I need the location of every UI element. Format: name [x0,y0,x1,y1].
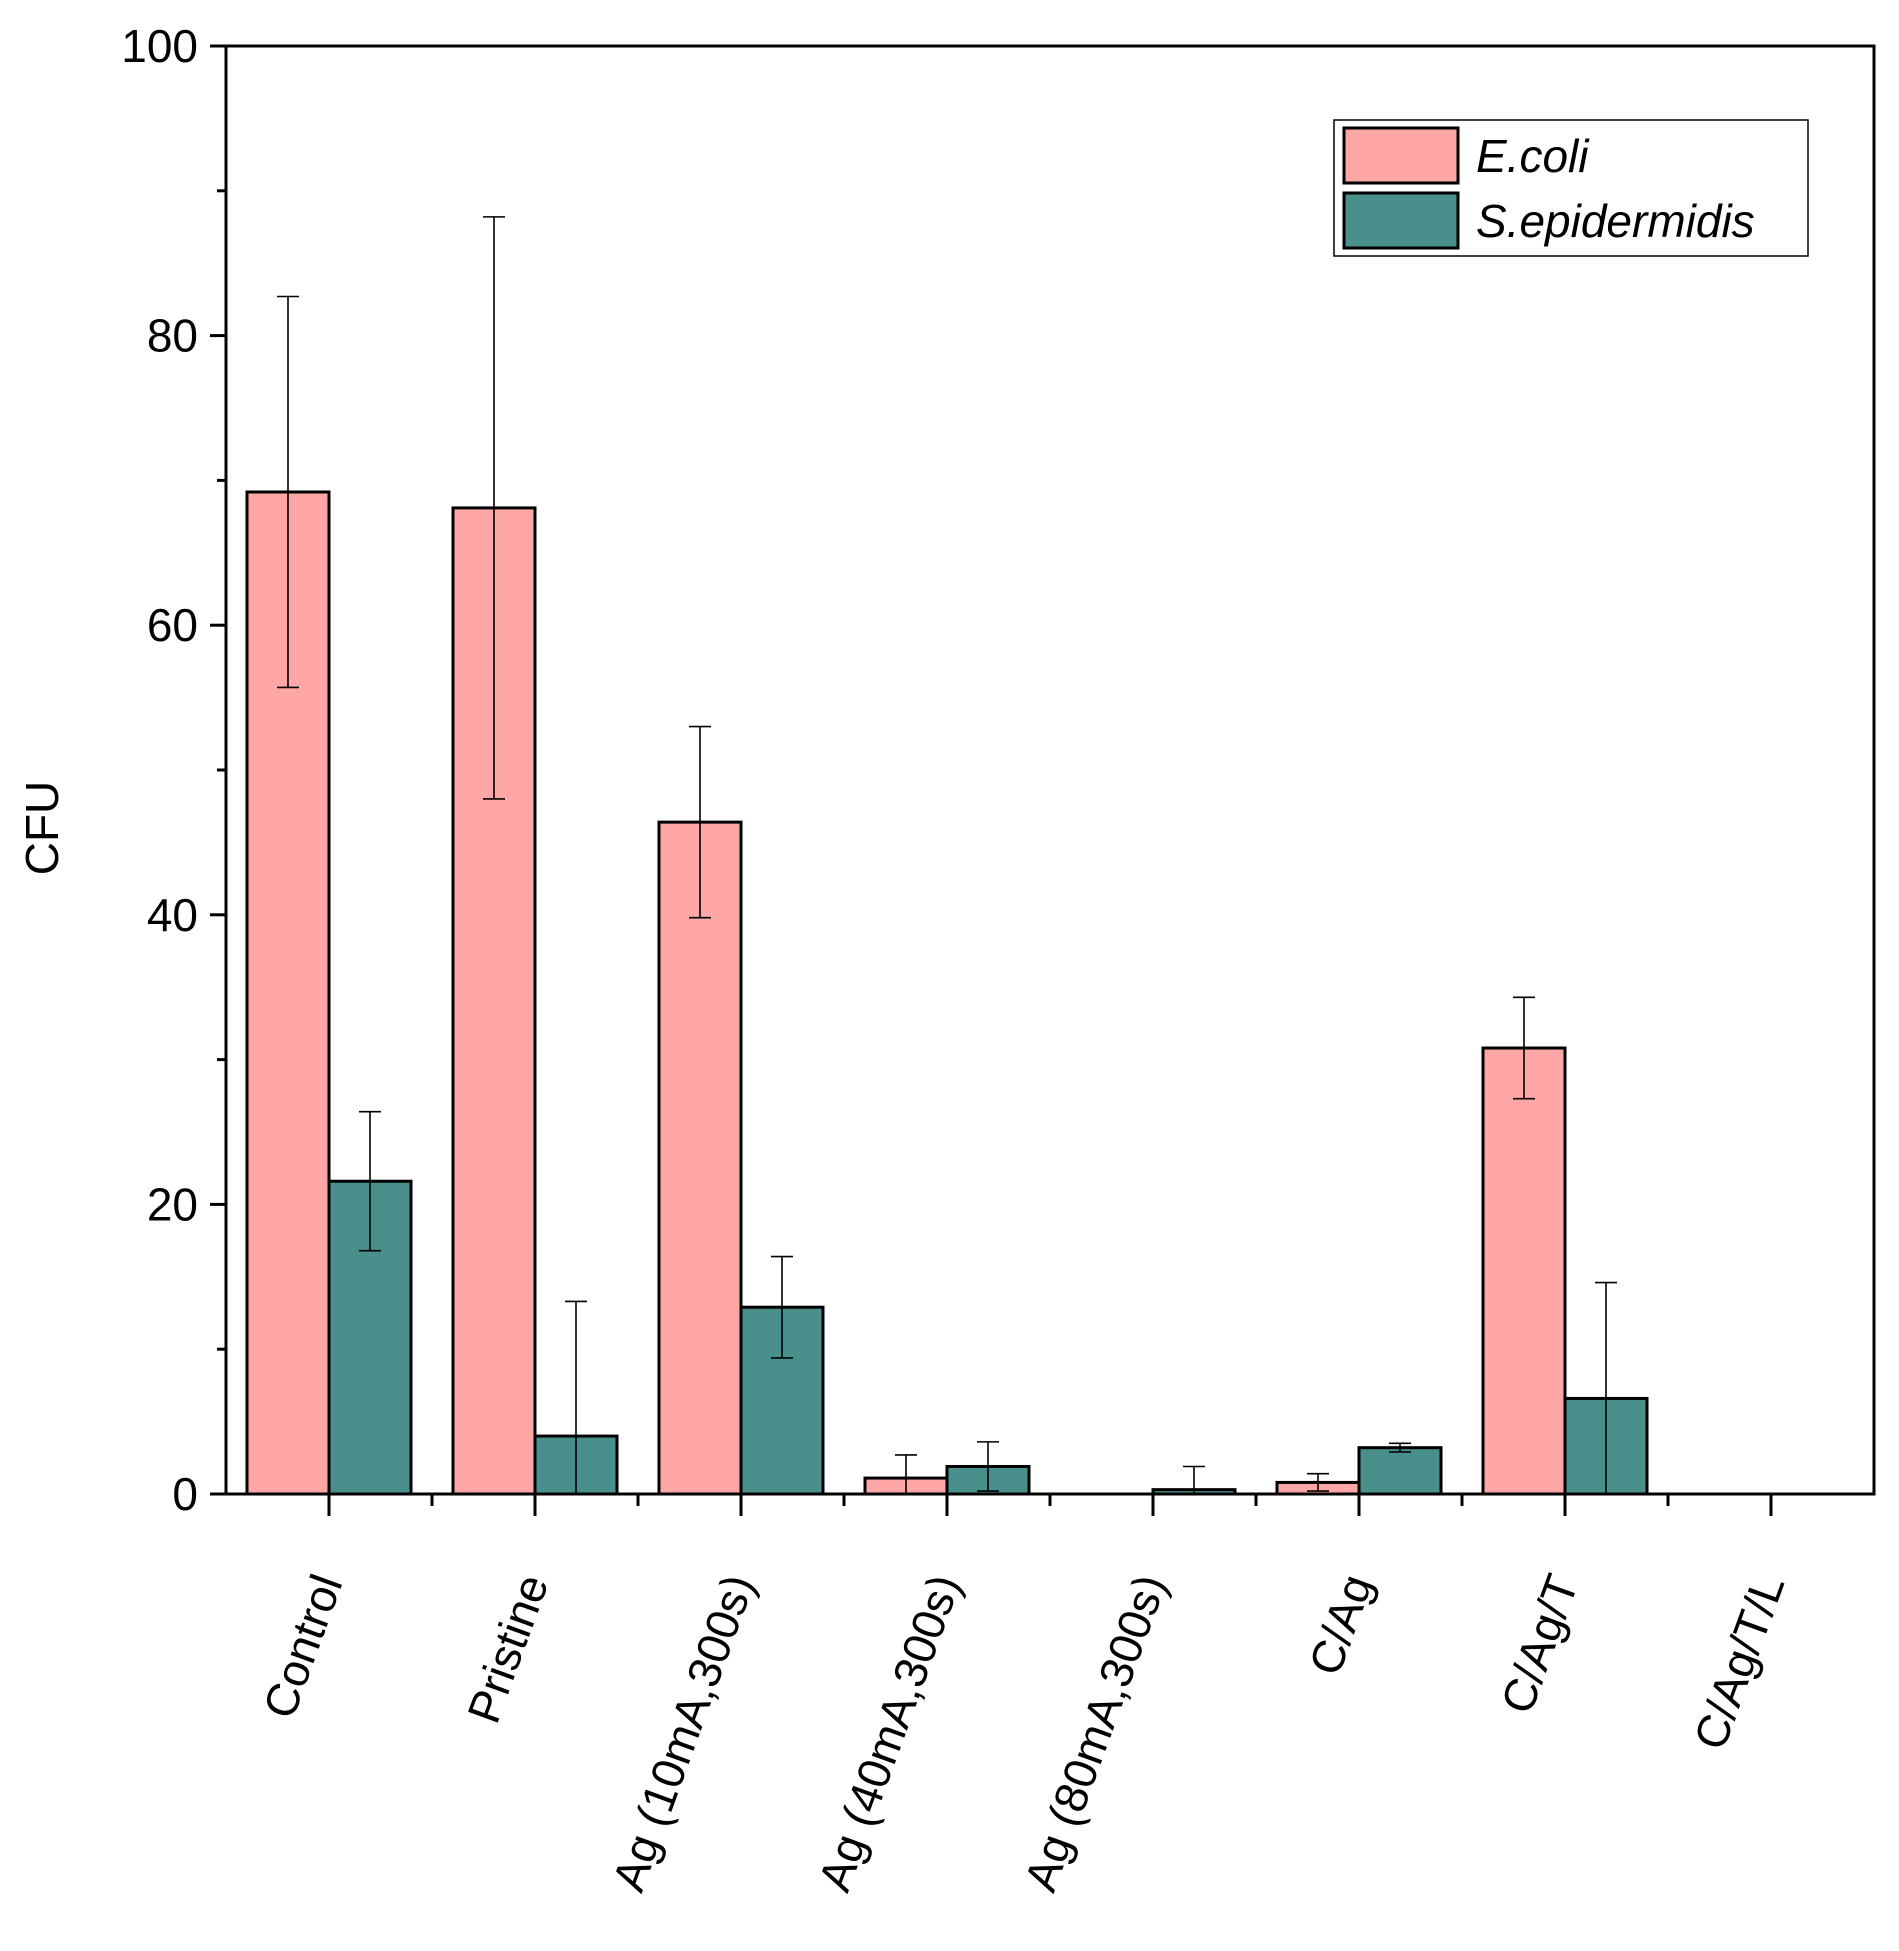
x-axis: Control Pristine Ag (10mA,300s) Ag (40mA,30… [253,1494,1794,1898]
bar-ecoli [657,820,743,1496]
y-tick-label: 20 [147,1178,198,1230]
legend-swatch [1342,126,1460,185]
y-tick-label: 80 [147,310,198,362]
error-bars-layer [277,216,1617,1494]
bar-ecoli [1481,1046,1567,1496]
x-category-label: C/Ag/T/L [1683,1568,1794,1756]
legend-swatch [1342,191,1460,250]
x-category-label: C/Ag [1299,1568,1383,1682]
y-axis: 0 20 40 60 80 100 [121,20,226,1520]
x-category-label: Ag (40mA,300s) [808,1568,971,1898]
x-category-label: Pristine [457,1568,558,1730]
y-axis-title: CFU [16,781,68,876]
x-category-label: Ag (10mA,300s) [602,1568,765,1898]
y-tick-label: 60 [147,599,198,651]
bars-layer [245,490,1649,1496]
x-category-label: Ag (80mA,300s) [1014,1568,1177,1898]
x-category-label: Control [253,1568,353,1725]
legend-label: S.epidermidis [1476,195,1755,247]
legend-label: E.coli [1476,130,1590,182]
legend: E.coli S.epidermidis [1333,119,1809,257]
y-tick-label: 100 [121,20,198,72]
y-tick-label: 0 [172,1468,198,1520]
bar-sepidermidis [1357,1446,1443,1496]
y-tick-label: 40 [147,889,198,941]
x-category-label: C/Ag/T [1491,1568,1589,1720]
